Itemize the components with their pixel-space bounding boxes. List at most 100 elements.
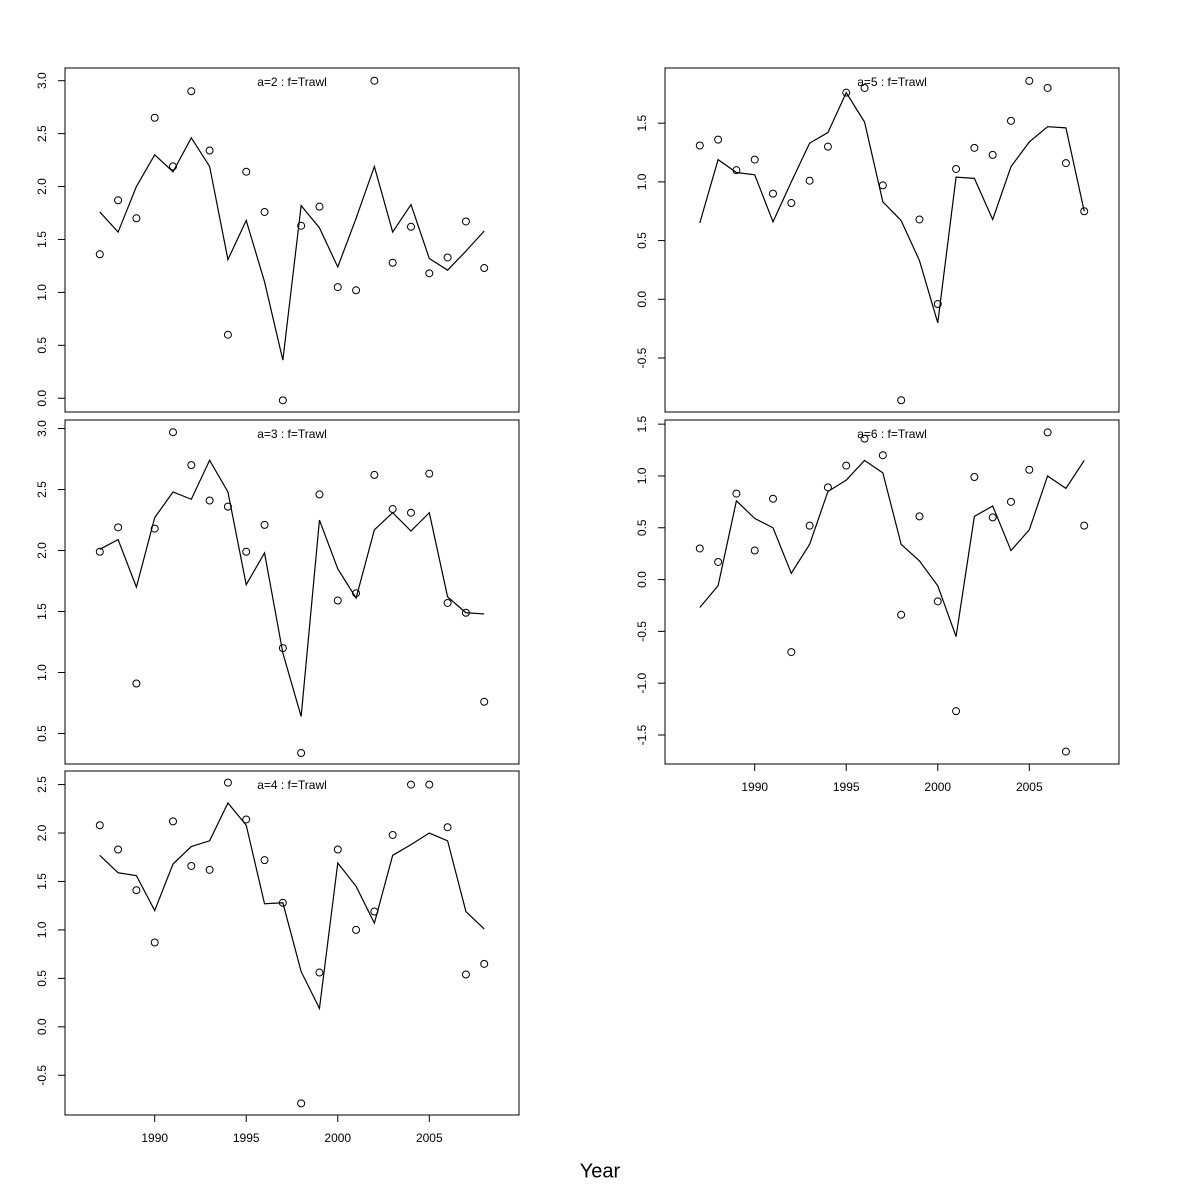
observed-point (1043, 83, 1052, 92)
observed-point (187, 861, 196, 870)
observed-point (1061, 159, 1070, 168)
plot-frame (64, 770, 520, 1116)
y-tick-label: -0.5 (635, 347, 649, 368)
plot-frame (664, 419, 1120, 765)
observed-point (842, 88, 851, 97)
observed-point (388, 830, 397, 839)
observed-point (1061, 747, 1070, 756)
observed-point (805, 521, 814, 530)
observed-point (406, 222, 415, 231)
observed-point (1025, 465, 1034, 474)
observed-point (242, 167, 251, 176)
y-tick-label: 1.5 (35, 603, 49, 620)
observed-point (205, 865, 214, 874)
fitted-line (699, 91, 1085, 323)
observed-point (260, 207, 269, 216)
observed-point (425, 269, 434, 278)
observed-point (732, 489, 741, 498)
observed-point (333, 596, 342, 605)
observed-point (114, 523, 123, 532)
y-tick-label: -1.0 (635, 673, 649, 694)
y-tick-label: 0.0 (35, 1018, 49, 1035)
observed-point (952, 164, 961, 173)
observed-point (878, 181, 887, 190)
y-tick-label: 1.5 (635, 415, 649, 432)
observed-point (860, 434, 869, 443)
observed-point (388, 258, 397, 267)
y-tick-label: 0.0 (635, 571, 649, 588)
observed-point (915, 215, 924, 224)
observed-point (750, 155, 759, 164)
plot-frame (64, 67, 520, 413)
y-tick-label: 0.0 (35, 390, 49, 407)
observed-point (333, 283, 342, 292)
y-tick-label: 1.5 (35, 231, 49, 248)
observed-point (425, 469, 434, 478)
observed-point (695, 141, 704, 150)
x-tick-label: 2000 (324, 1131, 351, 1145)
observed-point (187, 87, 196, 96)
observed-point (952, 707, 961, 716)
observed-point (842, 461, 851, 470)
y-tick-label: 2.5 (35, 481, 49, 498)
observed-point (443, 253, 452, 262)
observed-point (480, 264, 489, 273)
observed-point (443, 598, 452, 607)
observed-point (406, 780, 415, 789)
observed-point (114, 845, 123, 854)
y-tick-label: 0.5 (635, 519, 649, 536)
panel-title: a=3 : f=Trawl (257, 427, 327, 441)
observed-point (897, 396, 906, 405)
observed-point (297, 1099, 306, 1108)
observed-point (1006, 497, 1015, 506)
observed-point (714, 135, 723, 144)
observed-point (352, 286, 361, 295)
y-tick-label: 0.5 (635, 232, 649, 249)
panel: a=6 : f=Trawl -1.5 -1.0 -0.5 0.0 0.5 1.0 1.5 199… (635, 415, 1120, 794)
observed-point (242, 547, 251, 556)
observed-point (988, 513, 997, 522)
panel-title: a=4 : f=Trawl (257, 778, 327, 792)
x-tick-label: 1995 (833, 780, 860, 794)
fitted-line (99, 801, 485, 1011)
observed-point (95, 547, 104, 556)
y-tick-label: 0.5 (35, 970, 49, 987)
y-tick-label: -0.5 (635, 621, 649, 642)
observed-point (169, 428, 178, 437)
observed-point (95, 250, 104, 259)
observed-point (260, 856, 269, 865)
panel: a=3 : f=Trawl 0.5 1.0 1.5 2.0 2.5 3.0 (35, 419, 520, 765)
y-tick-label: 2.5 (35, 776, 49, 793)
y-tick-label: 0.5 (35, 337, 49, 354)
observed-point (150, 113, 159, 122)
y-tick-label: 3.0 (35, 72, 49, 89)
x-tick-label: 1995 (233, 1131, 260, 1145)
observed-point (187, 461, 196, 470)
observed-point (205, 146, 214, 155)
observed-point (260, 520, 269, 529)
y-tick-label: 2.5 (35, 125, 49, 142)
observed-point (315, 968, 324, 977)
y-tick-label: 0.0 (635, 291, 649, 308)
observed-point (933, 597, 942, 606)
y-tick-label: -0.5 (35, 1065, 49, 1086)
y-tick-label: -1.5 (635, 724, 649, 745)
observed-point (333, 845, 342, 854)
observed-point (223, 330, 232, 339)
observed-point (132, 214, 141, 223)
observed-point (878, 451, 887, 460)
panel-title: a=6 : f=Trawl (857, 427, 927, 441)
observed-point (933, 299, 942, 308)
plot-frame (664, 67, 1120, 413)
y-tick-label: 1.5 (635, 115, 649, 132)
observed-point (714, 557, 723, 566)
observed-point (769, 494, 778, 503)
observed-point (1080, 207, 1089, 216)
observed-point (461, 970, 470, 979)
observed-point (315, 490, 324, 499)
y-tick-label: 2.0 (35, 542, 49, 559)
y-tick-label: 2.0 (35, 824, 49, 841)
observed-point (205, 496, 214, 505)
observed-point (370, 76, 379, 85)
